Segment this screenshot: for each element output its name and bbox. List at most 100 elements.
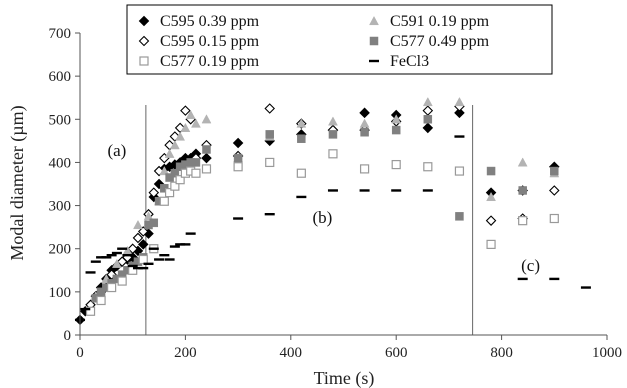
data-point (360, 127, 369, 137)
legend-label: C595 0.39 ppm (160, 13, 260, 30)
x-tick-label: 800 (490, 345, 513, 361)
data-point (191, 118, 201, 128)
data-point (296, 118, 307, 128)
y-tick-label: 500 (49, 112, 72, 128)
data-point (486, 239, 496, 249)
data-point (169, 140, 180, 150)
data-point (422, 97, 433, 107)
series-2 (90, 97, 560, 301)
data-point (232, 137, 244, 149)
data-point (233, 153, 243, 163)
data-point (137, 239, 149, 250)
legend-label: C591 0.19 ppm (390, 13, 490, 30)
axes (75, 32, 608, 340)
data-point (111, 258, 122, 268)
data-point (185, 109, 196, 120)
x-axis-title: Time (s) (314, 368, 375, 388)
data-point (423, 115, 433, 124)
annotations: (a) (b) (c) (107, 141, 540, 275)
y-axis-title: Modal diameter (µm) (7, 105, 28, 260)
series-4 (85, 149, 559, 316)
data-point (117, 276, 127, 286)
data-point (164, 148, 175, 158)
data-point (148, 187, 160, 198)
data-point (170, 181, 180, 191)
legend-marker (138, 15, 150, 27)
legend-label: FeCl3 (390, 53, 429, 70)
data-point (391, 159, 401, 170)
data-point (201, 114, 212, 124)
legend-marker (138, 35, 150, 47)
y-tick-label: 200 (49, 242, 72, 258)
data-point (159, 196, 169, 206)
y-tick-label: 0 (64, 328, 72, 344)
data-point (328, 149, 338, 159)
y-tick-label: 400 (49, 155, 72, 171)
data-point (149, 218, 159, 228)
data-point (180, 122, 191, 132)
data-point (517, 157, 528, 167)
data-point (233, 162, 243, 172)
data-point (518, 216, 528, 226)
data-point (391, 114, 402, 124)
data-point (265, 130, 274, 139)
data-point (359, 164, 370, 174)
data-point (96, 295, 106, 306)
series-5 (75, 135, 591, 322)
x-tick-label: 1000 (592, 345, 622, 361)
data-point (486, 191, 496, 202)
y-tick-label: 600 (49, 69, 72, 85)
data-point (164, 188, 175, 198)
data-points (74, 97, 591, 326)
data-point (264, 103, 275, 114)
y-tick-label: 100 (49, 285, 72, 301)
data-point (422, 122, 434, 134)
data-point (549, 213, 559, 224)
data-point (143, 211, 154, 221)
legend-label: C595 0.15 ppm (160, 33, 260, 50)
data-point (191, 168, 201, 178)
data-point (170, 168, 180, 178)
x-tick-label: 400 (280, 345, 303, 361)
data-point (297, 134, 306, 143)
data-point (359, 107, 370, 119)
data-point (550, 166, 559, 176)
legend-marker (369, 36, 379, 46)
data-point (133, 219, 143, 230)
data-point (165, 173, 174, 182)
data-point (454, 166, 465, 176)
legend-marker (139, 56, 149, 66)
legend-box (126, 4, 553, 75)
data-point (175, 175, 185, 185)
data-point (485, 215, 497, 226)
data-point (296, 168, 306, 178)
x-tick-label: 600 (385, 345, 408, 361)
data-point (549, 185, 560, 196)
data-point (202, 145, 211, 154)
phase-annotation: (a) (107, 141, 126, 160)
data-point (127, 243, 138, 254)
data-point (159, 166, 170, 176)
data-point (328, 116, 338, 126)
data-point (454, 97, 465, 107)
data-point (201, 152, 212, 164)
data-point (423, 162, 433, 172)
legend-marker (369, 15, 379, 26)
tick-labels: 0 200 400 600 800 1000 0 100 200 300 400 500 600 700 (49, 26, 623, 361)
data-point (132, 232, 144, 244)
data-point (107, 282, 117, 293)
data-point (191, 158, 201, 167)
data-point (180, 105, 191, 116)
data-point (201, 164, 212, 174)
legend-label: C577 0.19 ppm (160, 53, 260, 70)
data-point (328, 130, 338, 139)
data-point (422, 105, 434, 116)
data-point (359, 118, 370, 128)
data-point (138, 254, 148, 265)
y-tick-label: 700 (49, 26, 72, 42)
y-tick-label: 300 (49, 199, 72, 215)
data-point (85, 306, 96, 316)
data-point (391, 125, 401, 135)
data-point (175, 131, 186, 141)
